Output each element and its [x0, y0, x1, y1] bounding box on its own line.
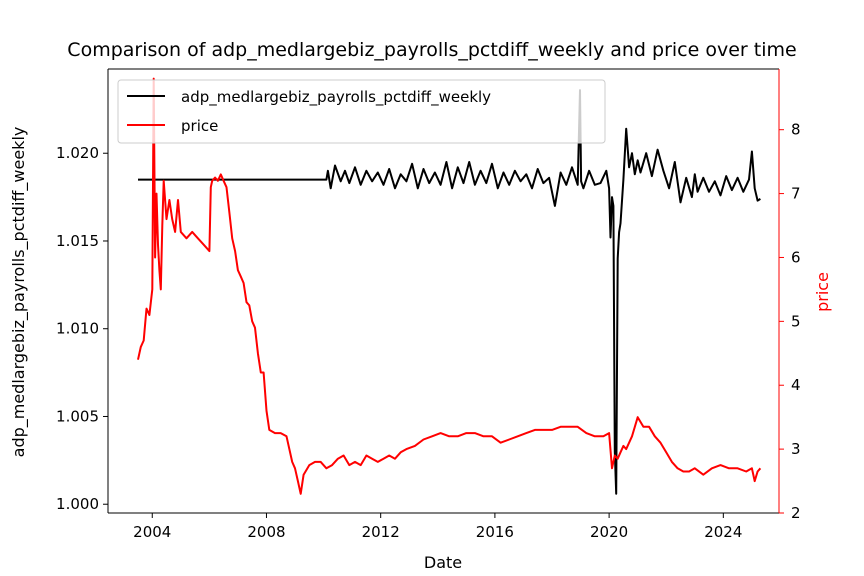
- y-right-axis-title: price: [813, 272, 832, 312]
- y-right-tick-label: 7: [791, 185, 801, 203]
- y-left-axis: 1.000 1.005 1.010 1.015 1.020: [56, 69, 109, 513]
- x-axis-title: Date: [424, 553, 462, 572]
- x-tick-label: 2024: [704, 523, 742, 541]
- y-right-tick-label: 2: [791, 504, 801, 522]
- series-line-2: [137, 77, 762, 495]
- y-left-tick-label: 1.000: [56, 495, 99, 513]
- legend-label-series-2: price: [181, 117, 218, 135]
- y-right-tick-label: 6: [791, 248, 801, 266]
- series-line-1: [138, 89, 761, 495]
- y-left-tick-label: 1.010: [56, 320, 99, 338]
- legend-label-series-1: adp_medlargebiz_payrolls_pctdiff_weekly: [181, 88, 491, 107]
- y-left-tick-label: 1.015: [56, 232, 99, 250]
- y-right-axis: 2 3 4 5 6 7 8: [778, 69, 801, 522]
- x-tick-label: 2020: [590, 523, 628, 541]
- x-tick-label: 2012: [362, 523, 400, 541]
- y-left-tick-label: 1.020: [56, 144, 99, 162]
- y-right-tick-label: 5: [791, 312, 801, 330]
- plot-area: [137, 77, 762, 495]
- y-right-tick-label: 3: [791, 440, 801, 458]
- y-left-axis-title: adp_medlargebiz_payrolls_pctdiff_weekly: [9, 127, 29, 458]
- chart-title: Comparison of adp_medlargebiz_payrolls_p…: [67, 39, 796, 61]
- x-tick-label: 2008: [247, 523, 285, 541]
- legend-box: [117, 79, 606, 144]
- y-right-tick-label: 4: [791, 376, 801, 394]
- y-right-tick-label: 8: [791, 121, 801, 139]
- x-tick-label: 2004: [133, 523, 171, 541]
- x-axis: 2004 2008 2012 2016 2020 2024: [108, 68, 779, 541]
- y-left-tick-label: 1.005: [56, 407, 99, 425]
- x-tick-label: 2016: [476, 523, 514, 541]
- legend: adp_medlargebiz_payrolls_pctdiff_weekly …: [117, 79, 606, 144]
